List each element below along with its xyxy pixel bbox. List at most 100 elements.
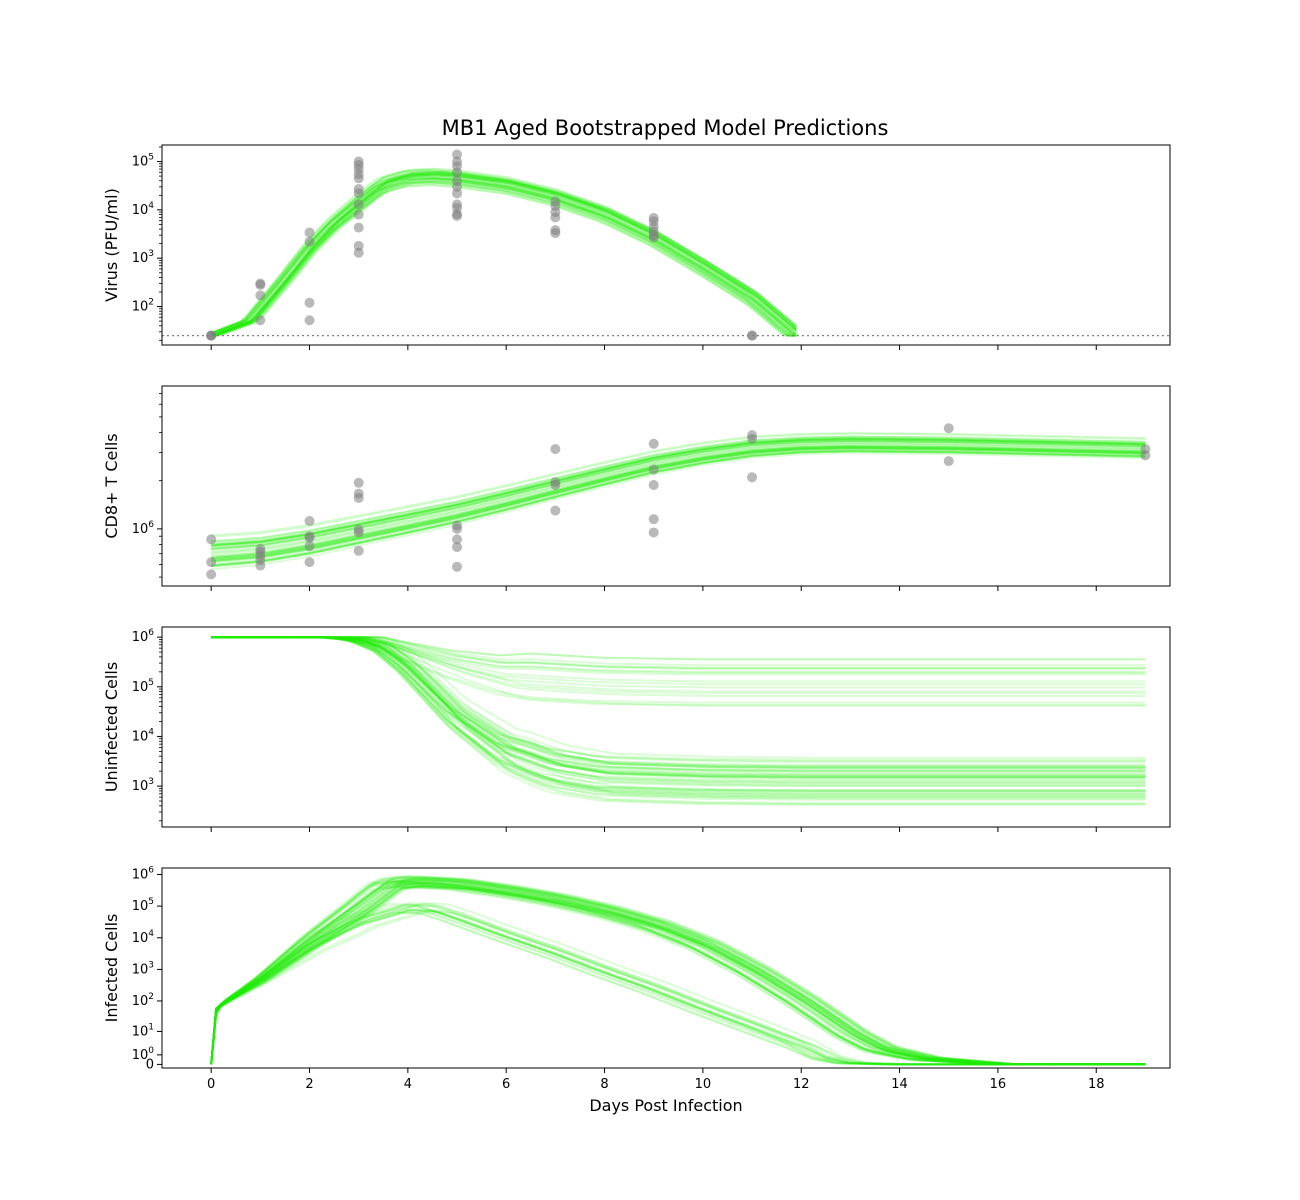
- model-line: [211, 447, 1146, 563]
- model-line: [211, 636, 1146, 669]
- model-line: [210, 184, 797, 337]
- model-line: [211, 636, 1146, 667]
- model-line: [211, 444, 1146, 559]
- model-line: [211, 636, 1146, 683]
- model-line: [210, 170, 797, 337]
- model-line: [210, 172, 797, 337]
- model-line: [211, 636, 1146, 800]
- y-tick-label: 102: [132, 992, 154, 1009]
- data-point: [353, 545, 364, 556]
- model-line: [210, 173, 797, 337]
- model-line: [211, 436, 1146, 545]
- model-line: [211, 636, 1146, 778]
- model-line: [211, 444, 1146, 558]
- model-line: [211, 170, 797, 337]
- y-tick-label: 103: [132, 960, 154, 977]
- y-tick-label: 105: [132, 897, 154, 914]
- data-point: [255, 278, 266, 289]
- model-line: [211, 636, 1146, 693]
- model-line: [210, 884, 1146, 1066]
- model-line: [211, 437, 1146, 547]
- model-line: [211, 636, 1146, 773]
- model-line: [210, 182, 797, 337]
- model-line: [210, 877, 1146, 1066]
- model-line: [211, 174, 797, 337]
- model-line: [211, 435, 1146, 544]
- model-line: [211, 636, 1146, 769]
- data-point: [747, 430, 758, 441]
- model-line: [211, 181, 797, 337]
- model-line: [211, 173, 797, 337]
- model-line: [211, 449, 1146, 567]
- model-line: [211, 636, 1146, 778]
- model-line: [210, 881, 1146, 1066]
- model-line: [210, 180, 797, 337]
- model-line: [210, 878, 1146, 1066]
- model-line: [211, 174, 797, 337]
- plot-area-virus: [210, 167, 797, 337]
- panel-uninfected: 103 104 105 106 Uninfected Cells: [102, 626, 1171, 832]
- data-point: [353, 240, 364, 251]
- model-line: [210, 885, 1146, 1066]
- model-line: [210, 904, 1146, 1066]
- plot-area-infected: [210, 875, 1146, 1066]
- model-line: [211, 446, 1146, 562]
- model-line: [210, 184, 797, 337]
- model-line: [211, 636, 1146, 704]
- model-line: [211, 636, 1146, 661]
- data-point: [550, 196, 561, 207]
- model-line: [211, 445, 1146, 560]
- data-point: [304, 236, 315, 247]
- x-tick-label: 14: [891, 1077, 908, 1092]
- model-line: [211, 636, 1146, 772]
- y-tick-label: 104: [132, 727, 155, 744]
- model-line: [210, 909, 1146, 1066]
- model-line: [211, 450, 1146, 567]
- model-line: [211, 636, 1146, 769]
- data-point: [353, 209, 364, 220]
- model-line: [210, 902, 1146, 1066]
- model-line: [211, 173, 797, 337]
- model-line: [210, 885, 1146, 1066]
- model-line: [211, 636, 1146, 773]
- model-line: [211, 636, 1146, 796]
- model-line: [211, 636, 1146, 768]
- model-line: [210, 876, 1146, 1066]
- data-point: [255, 315, 266, 326]
- model-line: [211, 431, 1146, 537]
- model-line: [211, 445, 1146, 560]
- model-line: [211, 636, 1146, 801]
- data-point: [550, 505, 561, 516]
- model-line: [210, 876, 1146, 1066]
- model-line: [210, 885, 1146, 1066]
- model-line: [211, 636, 1146, 779]
- model-line: [210, 883, 1146, 1066]
- model-line: [210, 911, 1146, 1066]
- model-line: [211, 170, 797, 337]
- model-line: [211, 440, 1146, 551]
- model-line: [211, 636, 1146, 798]
- model-line: [211, 172, 797, 337]
- y-tick-label: 0: [146, 1057, 154, 1072]
- model-line: [211, 636, 1146, 778]
- y-axis-label-infected: Infected Cells: [102, 914, 121, 1023]
- model-line: [211, 440, 1146, 551]
- model-line: [211, 636, 1146, 805]
- model-line: [211, 172, 797, 337]
- data-point: [353, 156, 364, 167]
- model-line: [211, 636, 1146, 676]
- model-line: [211, 636, 1146, 785]
- data-point: [255, 290, 266, 301]
- data-point: [747, 472, 758, 483]
- model-line: [211, 447, 1146, 563]
- model-line: [210, 882, 1146, 1066]
- y-axis-label-virus: Virus (PFU/ml): [102, 188, 121, 302]
- data-point: [304, 227, 315, 238]
- model-line: [211, 636, 1146, 798]
- model-line: [210, 906, 1146, 1066]
- x-tick-label: 8: [600, 1077, 608, 1092]
- model-line: [210, 875, 1146, 1066]
- data-point: [648, 527, 659, 538]
- model-line: [211, 444, 1146, 558]
- model-line: [210, 880, 1146, 1066]
